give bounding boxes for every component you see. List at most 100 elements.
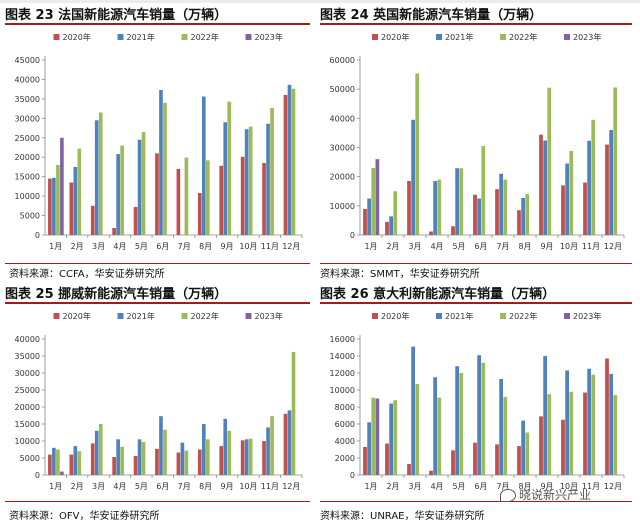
legend-label: 2023年: [255, 311, 283, 321]
bar: [248, 438, 253, 475]
source-rule: [320, 263, 632, 264]
x-tick-label: 5月: [135, 242, 148, 251]
x-tick-label: 12月: [282, 242, 300, 251]
legend-label: 2020年: [381, 32, 409, 42]
x-tick-label: 9月: [220, 482, 233, 491]
bar: [116, 154, 120, 235]
bar: [98, 424, 103, 475]
bar: [60, 471, 64, 475]
bar: [94, 120, 99, 235]
bar: [163, 429, 167, 475]
bar: [415, 73, 420, 235]
bar: [240, 440, 245, 475]
bar: [52, 447, 56, 475]
source-note: 资料来源：UNRAE，华安证券研究所: [320, 511, 485, 522]
chart-panel-uk: 图表 24 英国新能源汽车销量（万辆） 2020年 2021年 2022年 2023年…: [320, 4, 632, 272]
bar: [184, 450, 189, 475]
bar: [477, 198, 481, 235]
bar: [605, 358, 609, 475]
legend-label: 2020年: [381, 311, 409, 321]
top-strip: [0, 0, 640, 3]
bar: [287, 84, 292, 235]
x-tick-label: 2月: [71, 482, 84, 491]
chart-title: 图表 26 意大利新能源汽车销量（万辆）: [320, 287, 556, 302]
x-tick-label: 11月: [261, 242, 279, 251]
bar: [429, 231, 433, 235]
bar: [521, 420, 525, 475]
bar: [367, 198, 371, 235]
x-tick-label: 11月: [582, 242, 600, 251]
bar: [244, 439, 249, 475]
bar: [223, 122, 228, 235]
bar: [481, 362, 486, 475]
legend-swatch: [181, 34, 188, 40]
bar: [133, 455, 138, 475]
x-tick-label: 12月: [604, 482, 622, 491]
bar: [248, 126, 253, 235]
bar: [133, 207, 138, 235]
source-note: 资料来源：CCFA，华安证券研究所: [9, 269, 165, 280]
bar: [48, 454, 52, 475]
watermark: 晓说新兴产业: [500, 486, 591, 503]
legend-swatch: [117, 313, 124, 319]
bar: [569, 151, 574, 235]
x-tick-label: 4月: [113, 482, 126, 491]
legend-label: 2021年: [127, 32, 155, 42]
bar: [525, 194, 530, 235]
x-tick-label: 5月: [452, 482, 465, 491]
bar: [407, 181, 411, 235]
bar: [407, 463, 411, 475]
x-tick-label: 11月: [261, 482, 279, 491]
bar: [90, 443, 95, 475]
y-tick-label: 35000: [15, 352, 40, 361]
bar: [517, 210, 521, 235]
bar: [90, 205, 95, 235]
bar: [201, 424, 206, 475]
y-tick-label: 20000: [15, 153, 40, 162]
bar: [569, 391, 574, 475]
bar: [287, 410, 292, 475]
bar: [184, 157, 189, 235]
legend-label: 2022年: [191, 32, 219, 42]
bar: [411, 346, 415, 475]
bar: [517, 446, 521, 475]
bar: [583, 182, 587, 235]
title-rule: [320, 302, 632, 304]
y-tick-label: 35000: [15, 95, 40, 104]
legend-label: 2023年: [573, 311, 601, 321]
bar: [52, 177, 56, 235]
x-tick-label: 10月: [560, 242, 578, 251]
legend-swatch: [436, 313, 442, 319]
bar: [459, 168, 464, 235]
bar: [77, 148, 82, 235]
legend-label: 2021年: [445, 32, 473, 42]
bar: [77, 451, 82, 475]
y-tick-label: 20000: [330, 173, 355, 182]
bar: [266, 123, 270, 235]
x-tick-label: 11月: [582, 482, 600, 491]
x-tick-label: 10月: [239, 242, 257, 251]
x-tick-label: 7月: [496, 482, 509, 491]
bar: [137, 139, 142, 235]
bar: [385, 221, 389, 235]
bar: [543, 140, 547, 235]
bar: [371, 167, 376, 235]
bar: [565, 163, 569, 235]
x-tick-label: 2月: [386, 242, 399, 251]
source-rule: [320, 501, 632, 502]
bar: [613, 87, 618, 235]
y-tick-label: 25000: [15, 386, 40, 395]
bar: [477, 355, 481, 475]
bar: [499, 173, 503, 235]
bar: [499, 378, 503, 475]
legend-label: 2022年: [509, 311, 537, 321]
legend-swatch: [372, 313, 378, 319]
bar: [262, 441, 266, 475]
bar: [393, 191, 398, 235]
title-rule: [320, 23, 632, 25]
bar: [291, 351, 296, 475]
bar: [270, 107, 274, 235]
bar: [363, 209, 367, 235]
y-tick-label: 0: [350, 231, 355, 240]
y-tick-label: 30000: [330, 144, 355, 153]
